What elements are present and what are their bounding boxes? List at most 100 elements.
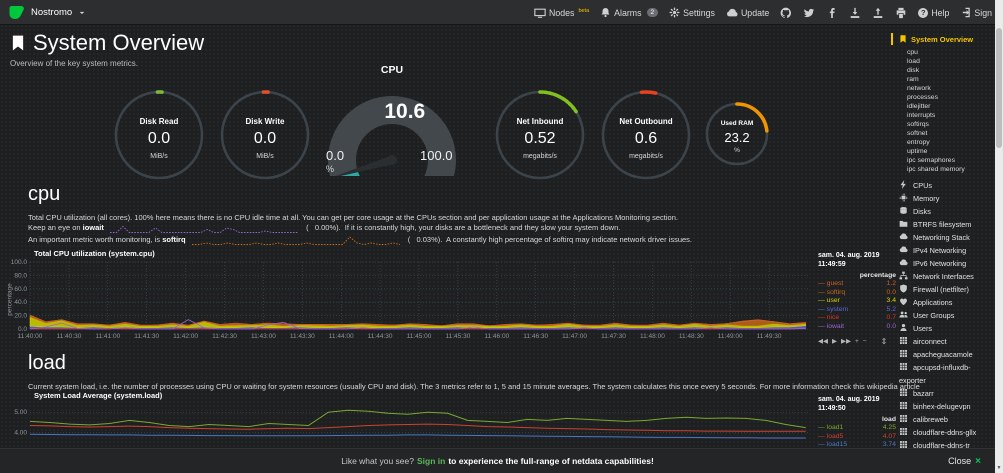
gauge-disk-read[interactable]: Disk Read 0.0 MiB/s xyxy=(113,89,205,181)
sidebar-item-user-groups[interactable]: User Groups xyxy=(899,309,995,322)
sidebar-item-entropy[interactable]: entropy xyxy=(907,139,930,146)
gauge-value: 0.52 xyxy=(524,130,556,147)
resize-icon[interactable]: ⇕ xyxy=(880,336,888,346)
gauge-unit: MiB/s xyxy=(150,153,168,160)
sidebar-item-network-interfaces[interactable]: Network Interfaces xyxy=(899,270,995,283)
sidebar-item-softnet[interactable]: softnet xyxy=(907,130,928,137)
load-chart[interactable]: System Load Average (system.load) 5.00 4.… xyxy=(2,390,900,448)
play-icon[interactable]: ▶ xyxy=(832,338,837,346)
sidebar-item-apacheguacamole[interactable]: apacheguacamole xyxy=(899,348,995,361)
sidebar-item-network[interactable]: network xyxy=(907,85,931,92)
svg-text:11:47:30: 11:47:30 xyxy=(601,333,626,340)
svg-text:11:43:30: 11:43:30 xyxy=(290,333,315,340)
pan-backward-icon[interactable]: ◀◀ xyxy=(818,338,828,346)
scrollbar-down-arrow[interactable]: ▼ xyxy=(996,465,1002,471)
sidebar-item-ipc-semaphores[interactable]: ipc semaphores xyxy=(907,157,955,164)
sidebar-item-apcupsd-influxdb-exporter[interactable]: apcupsd-influxdb-exporter xyxy=(899,362,971,385)
gauge-unit: megabits/s xyxy=(629,153,663,160)
sidebar-item-firewall-netfilter[interactable]: Firewall (netfilter) xyxy=(899,283,995,296)
gear-icon xyxy=(669,7,680,18)
sidebar-item-cpus[interactable]: CPUs xyxy=(899,179,995,192)
gauge-used-ram[interactable]: Used RAM 23.2 % xyxy=(704,101,770,167)
sidebar-item-cloudflare-ddns-tr[interactable]: cloudflare-ddns-tr xyxy=(899,439,995,452)
sidebar-item-ipv6-networking[interactable]: IPv6 Networking xyxy=(899,257,995,270)
gauge-cpu[interactable]: CPU 10.6 0.0 100.0 % xyxy=(312,64,472,176)
heart-icon xyxy=(899,297,908,306)
sidebar-item-users[interactable]: Users xyxy=(899,322,995,335)
sidebar-item-calibreweb[interactable]: calibreweb xyxy=(899,413,995,426)
legend-row-nice[interactable]: — nice 0.7 xyxy=(818,314,896,322)
sidebar-item-interrupts[interactable]: interrupts xyxy=(907,112,936,119)
bell-icon xyxy=(600,7,611,18)
signin-button[interactable]: Sign In xyxy=(960,7,1002,18)
print-button[interactable] xyxy=(895,7,907,19)
close-banner-button[interactable]: Close × xyxy=(948,455,981,467)
sidebar-item-binhex-delugevpn[interactable]: binhex-delugevpn xyxy=(899,400,995,413)
import-snapshot-button[interactable] xyxy=(849,7,861,19)
sidebar-item-uptime[interactable]: uptime xyxy=(907,148,928,155)
sidebar-item-system-overview[interactable]: System Overview xyxy=(891,33,995,45)
legend-row-load15[interactable]: — load15 3.74 xyxy=(818,441,896,449)
gauge-net-outbound[interactable]: Net Outbound 0.6 megabits/s xyxy=(600,89,692,181)
sidebar-item-airconnect[interactable]: airconnect xyxy=(899,335,995,348)
cloud-update-icon xyxy=(726,7,738,19)
legend-row-guest[interactable]: — guest 1.2 xyxy=(818,280,896,287)
pan-forward-icon[interactable]: ▶▶ xyxy=(841,338,851,346)
sidebar-item-memory[interactable]: Memory xyxy=(899,192,995,205)
sidebar-item-ipv4-networking[interactable]: IPv4 Networking xyxy=(899,244,995,257)
svg-text:4.00: 4.00 xyxy=(14,430,27,437)
help-button[interactable]: ? Help xyxy=(918,7,949,18)
signin-link[interactable]: Sign in xyxy=(416,456,446,466)
sidebar-item-disk[interactable]: disk xyxy=(907,67,920,74)
cloud-icon xyxy=(899,258,908,267)
gauge-net-inbound[interactable]: Net Inbound 0.52 megabits/s xyxy=(494,89,586,181)
zoom-out-icon[interactable]: − xyxy=(862,337,867,345)
sidebar-item-processes[interactable]: processes xyxy=(907,94,938,101)
legend-row-system[interactable]: — system 5.2 xyxy=(818,305,896,313)
legend-row-load1[interactable]: — load1 4.25 xyxy=(818,424,896,431)
svg-text:11:42:30: 11:42:30 xyxy=(212,333,237,340)
export-snapshot-button[interactable] xyxy=(872,7,884,19)
hostname[interactable]: Nostromo xyxy=(31,7,73,18)
question-icon: ? xyxy=(918,7,929,18)
github-button[interactable] xyxy=(780,7,792,19)
scrollbar-thumb[interactable] xyxy=(996,28,1002,148)
cpu-chart-plot[interactable]: 11:40:00 11:40:30 11:41:00 11:41:30 11:42:00… xyxy=(2,256,814,344)
gauge-max: 100.0 xyxy=(420,148,453,163)
sidebar-item-cloudflare-ddns-gllx[interactable]: cloudflare-ddns-gllx xyxy=(899,426,995,439)
svg-text:11:44:00: 11:44:00 xyxy=(329,333,354,340)
update-button[interactable]: Update xyxy=(726,7,769,19)
zoom-in-icon[interactable]: + xyxy=(855,337,859,345)
sidebar-item-ipc-shared-memory[interactable]: ipc shared memory xyxy=(907,166,965,173)
sidebar-item-load[interactable]: load xyxy=(907,58,920,65)
legend-row-iowait[interactable]: — iowait 0.0 xyxy=(818,322,896,330)
legend-time: 11:49:50 xyxy=(818,404,846,412)
gauge-value: 0.6 xyxy=(634,130,658,147)
page-scrollbar[interactable]: ▼ xyxy=(995,0,1003,473)
nodes-button[interactable]: Nodes beta xyxy=(534,7,589,19)
sidebar-item-ram[interactable]: ram xyxy=(907,76,919,83)
settings-button[interactable]: Settings xyxy=(669,7,715,18)
sidebar-item-bazarr[interactable]: bazarr xyxy=(899,387,995,400)
gauge-label: Net Inbound xyxy=(516,117,564,126)
sidebar-item-disks[interactable]: Disks xyxy=(899,205,995,218)
legend-row-softirq[interactable]: — softirq 0.0 xyxy=(818,288,896,296)
grid-icon xyxy=(899,362,908,371)
twitter-icon xyxy=(803,7,815,19)
sidebar-item-idlejitter[interactable]: idlejitter xyxy=(907,103,931,110)
legend-row-user[interactable]: — user 3.4 xyxy=(818,297,896,305)
sidebar-item-applications[interactable]: Applications xyxy=(899,296,995,309)
twitter-button[interactable] xyxy=(803,7,815,19)
sidebar-item-btrfs-filesystem[interactable]: BTRFS filesystem xyxy=(899,218,995,231)
facebook-button[interactable] xyxy=(826,7,838,19)
netdata-logo[interactable] xyxy=(8,5,25,20)
sidebar-item-networking-stack[interactable]: Networking Stack xyxy=(899,231,995,244)
gauge-disk-write[interactable]: Disk Write 0.0 MiB/s xyxy=(219,89,311,181)
sidebar-item-cpu[interactable]: cpu xyxy=(907,49,918,56)
chevron-down-icon[interactable] xyxy=(78,9,86,17)
sidebar-item-softirqs[interactable]: softirqs xyxy=(907,121,929,128)
cpu-chart[interactable]: Total CPU utilization (system.cpu) perce… xyxy=(2,248,900,348)
load-chart-plot[interactable]: 5.00 4.00 xyxy=(2,400,814,448)
alarms-button[interactable]: Alarms 2 xyxy=(600,7,659,18)
legend-row-load5[interactable]: — load5 4.07 xyxy=(818,432,896,440)
